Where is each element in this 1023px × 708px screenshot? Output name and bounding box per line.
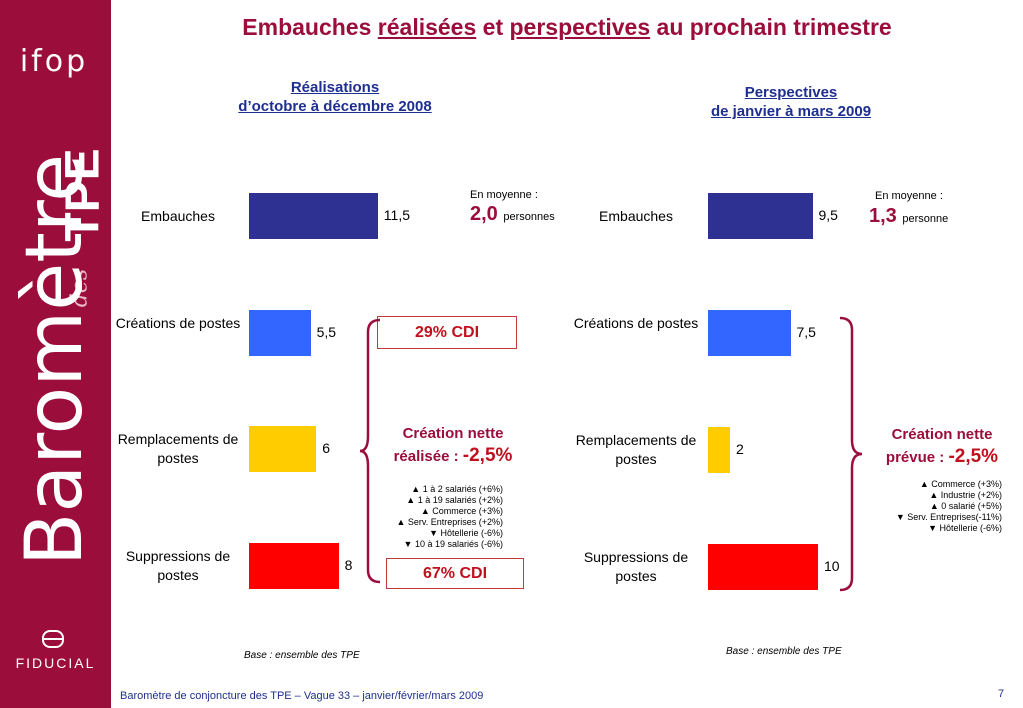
- left-brace: [359, 318, 381, 584]
- right-net-line2: prévue :: [885, 449, 945, 466]
- bar: [708, 427, 730, 473]
- footer-text: Baromètre de conjoncture des TPE – Vague…: [120, 690, 484, 702]
- detail-item: ▼ 10 à 19 salariés (-6%): [403, 539, 503, 549]
- detail-item: ▲ Serv. Entreprises (+2%): [396, 517, 503, 527]
- data-label: 10: [824, 558, 840, 574]
- right-net-line1: Création nette: [891, 426, 993, 443]
- left-cdi-bottom-badge: 67% CDI: [386, 558, 524, 589]
- ifop-logo: ifop: [19, 44, 89, 79]
- right-average-label: En moyenne :: [875, 190, 943, 202]
- left-base-note: Base : ensemble des TPE: [244, 650, 360, 661]
- detail-item: ▼ Hôtellerie (-6%): [928, 523, 1002, 533]
- data-label: 6: [322, 440, 330, 456]
- left-average-label: En moyenne :: [470, 189, 538, 201]
- left-net-line2: réalisée :: [393, 448, 459, 465]
- left-average-unit: personnes: [503, 211, 555, 223]
- fiducial-icon: [42, 630, 64, 648]
- bar: [249, 310, 311, 356]
- right-chart-title-line2: de janvier à mars 2009: [710, 103, 872, 120]
- detail-item: ▲ Industrie (+2%): [929, 490, 1002, 500]
- left-cdi-top-badge: 29% CDI: [377, 316, 517, 349]
- right-net-value: -2,5%: [948, 446, 999, 467]
- bar: [708, 310, 791, 356]
- bar: [708, 544, 818, 590]
- detail-item: ▲ Commerce (+3%): [420, 506, 503, 516]
- data-label: 9,5: [818, 207, 838, 223]
- detail-item: ▲ Commerce (+3%): [919, 479, 1002, 489]
- title-middle: et: [482, 14, 504, 40]
- category-label: Suppressions de postes: [125, 548, 231, 583]
- right-base-note: Base : ensemble des TPE: [726, 646, 842, 657]
- left-details-list: ▲ 1 à 2 salariés (+6%) ▲ 1 à 19 salariés …: [360, 484, 503, 550]
- detail-item: ▲ 0 salarié (+5%): [929, 501, 1002, 511]
- fiducial-logo: FIDUCIAL: [15, 655, 96, 671]
- title-word-realisees: réalisées: [377, 14, 477, 40]
- left-net-line1: Création nette: [402, 425, 504, 442]
- category-label: Suppressions de postes: [583, 549, 689, 584]
- right-net-creation: Création nette prévue : -2,5%: [862, 424, 1022, 469]
- brand-sidebar: ifop TPE des Baromètre FIDUCIAL: [0, 0, 111, 708]
- left-chart-title: Réalisations d’octobre à décembre 2008: [205, 78, 465, 116]
- category-label: Créations de postes: [115, 315, 241, 331]
- left-chart-title-line2: d’octobre à décembre 2008: [238, 98, 432, 115]
- data-label: 11,5: [383, 207, 411, 223]
- bar: [249, 543, 339, 589]
- data-label: 5,5: [316, 324, 337, 340]
- page-number: 7: [998, 688, 1005, 700]
- category-label: Embauches: [599, 207, 673, 224]
- detail-item: ▼ Serv. Entreprises(-11%): [895, 512, 1002, 522]
- page-title: Embauches réalisées et perspectives au p…: [111, 14, 1023, 41]
- right-average: 1,3 personne: [869, 205, 948, 228]
- left-average: 2,0 personnes: [470, 203, 555, 226]
- title-prefix: Embauches: [242, 14, 372, 40]
- bar: [249, 426, 317, 472]
- data-label: 8: [344, 557, 353, 573]
- barometre-logo-text: Baromètre: [10, 153, 100, 567]
- data-label: 2: [736, 441, 744, 457]
- right-details-list: ▲ Commerce (+3%) ▲ Industrie (+2%) ▲ 0 sal…: [860, 479, 1002, 534]
- detail-item: ▲ 1 à 2 salariés (+6%): [411, 484, 503, 494]
- detail-item: ▼ Hôtellerie (-6%): [429, 528, 503, 538]
- right-average-unit: personne: [902, 213, 949, 225]
- category-label: Embauches: [141, 207, 215, 224]
- category-label: Créations de postes: [573, 315, 699, 331]
- right-chart-title: Perspectives de janvier à mars 2009: [676, 83, 906, 121]
- right-brace: [839, 316, 863, 592]
- detail-item: ▲ 1 à 19 salariés (+2%): [406, 495, 503, 505]
- left-net-creation: Création nette réalisée : -2,5%: [378, 423, 528, 468]
- category-label: Remplacements de postes: [575, 432, 697, 467]
- category-label: Remplacements de postes: [117, 431, 239, 466]
- title-suffix: au prochain trimestre: [656, 14, 892, 40]
- bar: [249, 193, 378, 239]
- left-chart-title-line1: Réalisations: [290, 79, 380, 96]
- left-average-value: 2,0: [470, 203, 498, 225]
- right-average-value: 1,3: [869, 205, 897, 227]
- title-word-perspectives: perspectives: [509, 14, 651, 40]
- bar: [708, 193, 813, 239]
- right-chart-title-line1: Perspectives: [744, 84, 838, 101]
- data-label: 7,5: [796, 324, 816, 340]
- left-net-value: -2,5%: [462, 445, 513, 466]
